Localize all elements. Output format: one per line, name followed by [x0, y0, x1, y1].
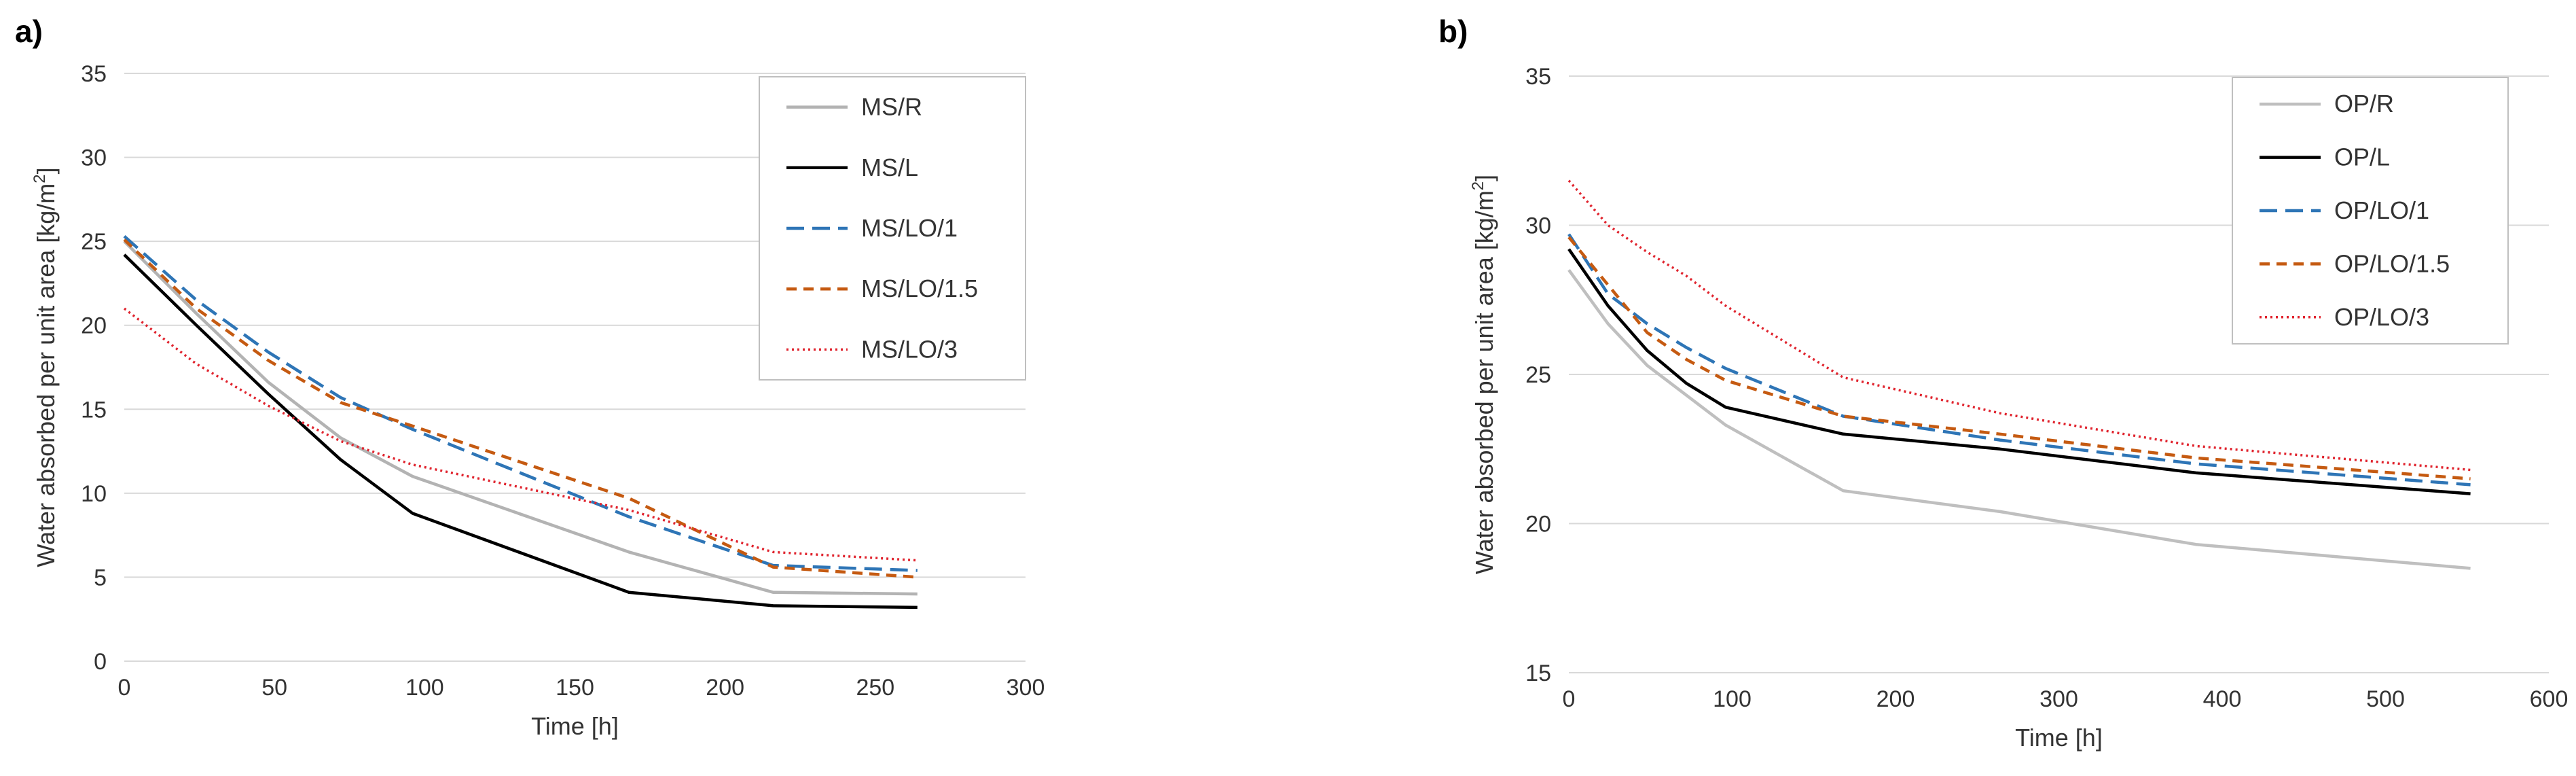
y-tick-label: 5	[94, 565, 107, 590]
series-line-ms-lo-1-5	[123, 239, 918, 579]
y-tick-label: 25	[1525, 362, 1551, 388]
panel-label: b)	[1438, 14, 1468, 49]
series-line-op-lo-1	[1567, 233, 2471, 487]
x-tick-label: 500	[2366, 686, 2405, 712]
y-axis-label: Water absorbed per unit area [kg/m2]	[31, 167, 60, 567]
x-tick-label: 0	[118, 675, 131, 701]
x-tick-label: 600	[2530, 686, 2569, 712]
legend-label: OP/LO/1.5	[2334, 249, 2450, 277]
legend-label: MS/LO/1.5	[861, 275, 978, 302]
legend-label: MS/R	[861, 93, 922, 121]
chart-panel-a: a) 0 5 10 15 20 25 30 35 0 50 100 150 200 250 300 Time […	[15, 14, 1045, 740]
legend-label: MS/LO/3	[861, 335, 958, 363]
x-tick-label: 0	[1563, 686, 1576, 712]
y-tick-label: 25	[81, 229, 107, 255]
legend-label: OP/LO/3	[2334, 303, 2429, 331]
x-tick-label: 200	[1876, 686, 1915, 712]
chart-panel-b: b) 15 20 25 30 35 0 100 200 300 400 500 600 Time [h] W…	[1290, 0, 2576, 776]
x-tick-label: 200	[706, 675, 744, 701]
chart-b-svg: b) 15 20 25 30 35 0 100 200 300 400 500 600 Time [h] W…	[1438, 14, 2569, 752]
y-tick-label: 20	[1525, 512, 1551, 537]
y-tick-label: 20	[81, 313, 107, 339]
series-line-ms-r	[123, 240, 918, 596]
y-tick-label: 35	[1525, 64, 1551, 90]
series-line-ms-l	[123, 253, 918, 610]
y-tick-label: 30	[81, 145, 107, 171]
panel-label: a)	[15, 14, 43, 49]
x-tick-label: 100	[1713, 686, 1752, 712]
legend-label: OP/L	[2334, 143, 2390, 171]
series-line-op-lo-3	[1567, 179, 2471, 472]
series-line-op-l	[1567, 248, 2471, 495]
x-tick-label: 300	[1006, 675, 1045, 701]
x-tick-label: 150	[556, 675, 594, 701]
x-tick-label: 250	[856, 675, 894, 701]
y-tick-label: 35	[81, 61, 107, 87]
y-tick-label: 30	[1525, 213, 1551, 239]
y-tick-label: 15	[1525, 660, 1551, 686]
chart-a-svg: a) 0 5 10 15 20 25 30 35 0 50 100 150 200 250 300 Time […	[15, 14, 1045, 740]
x-tick-label: 100	[405, 675, 444, 701]
x-axis-label: Time [h]	[531, 712, 619, 740]
series-line-op-r	[1567, 268, 2471, 570]
x-tick-label: 300	[2039, 686, 2078, 712]
x-tick-label: 50	[261, 675, 287, 701]
legend-label: MS/LO/1	[861, 214, 958, 242]
y-axis-label: Water absorbed per unit area [kg/m2]	[1469, 175, 1498, 574]
y-tick-label: 0	[94, 649, 107, 675]
y-tick-label: 15	[81, 397, 107, 423]
x-tick-label: 400	[2203, 686, 2242, 712]
legend-label: OP/R	[2334, 90, 2394, 118]
legend-label: MS/L	[861, 154, 918, 181]
series-line-ms-lo-3	[123, 307, 918, 562]
y-tick-label: 10	[81, 481, 107, 507]
legend-box	[2232, 77, 2509, 345]
x-axis-label: Time [h]	[2015, 724, 2103, 752]
legend-label: OP/LO/1	[2334, 196, 2429, 224]
